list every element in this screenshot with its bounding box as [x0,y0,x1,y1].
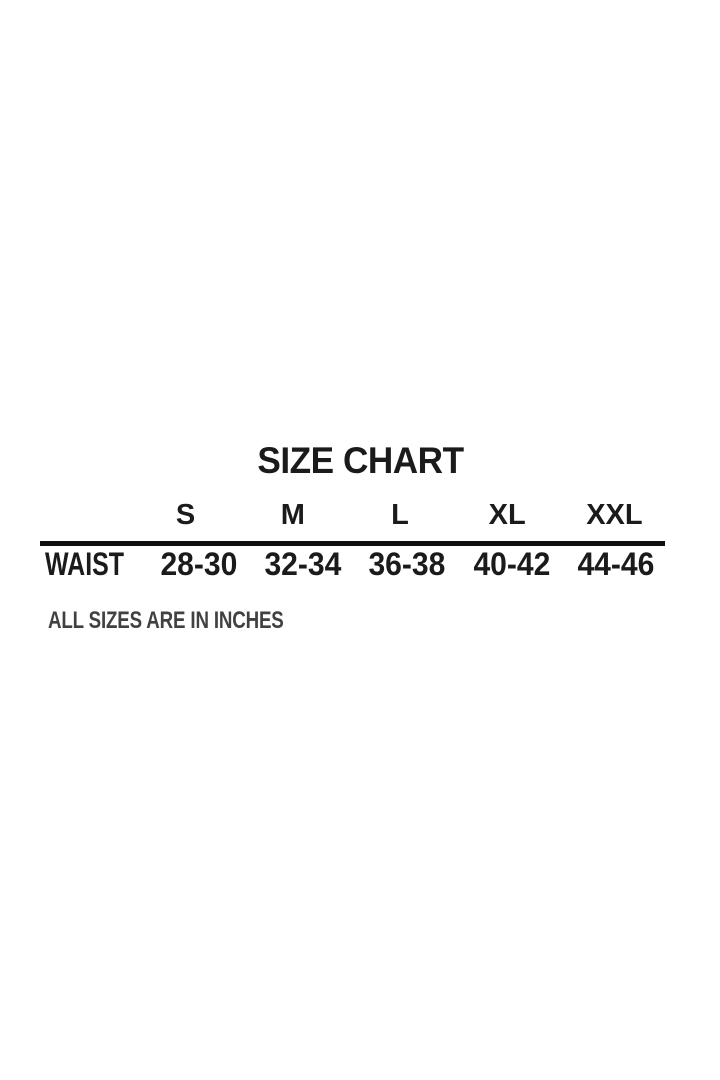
waist-value-xxl-text: 44-46 [577,546,655,582]
size-header-row: S M L XL XXL [40,501,668,530]
size-column-header-m: M [280,499,305,531]
waist-value-xl-text: 40-42 [473,546,550,582]
size-column-header-xxl: XXL [586,499,643,531]
page-title: SIZE CHART [0,442,720,479]
table-divider-rule [40,541,665,546]
waist-row-label-cell: WAIST [40,548,146,580]
waist-value-m: 32-34 [251,548,355,580]
waist-value-l-text: 36-38 [368,546,446,582]
waist-value-s: 28-30 [146,548,250,580]
size-column-header-l: L [391,499,409,531]
units-footnote-text: ALL SIZES ARE IN INCHES [48,607,284,634]
units-footnote: ALL SIZES ARE IN INCHES [48,609,350,633]
waist-value-xxl: 44-46 [564,548,668,580]
size-column-header-xl: XL [488,499,526,531]
page-title-text: SIZE CHART [256,440,464,481]
size-column-header-s: S [175,499,196,531]
waist-row: WAIST 28-30 32-34 36-38 40-42 44-46 [40,548,668,580]
waist-value-m-text: 32-34 [264,546,342,582]
waist-value-xl: 40-42 [459,548,563,580]
waist-row-label: WAIST [45,546,125,582]
waist-value-s-text: 28-30 [160,546,237,582]
waist-value-l: 36-38 [355,548,459,580]
